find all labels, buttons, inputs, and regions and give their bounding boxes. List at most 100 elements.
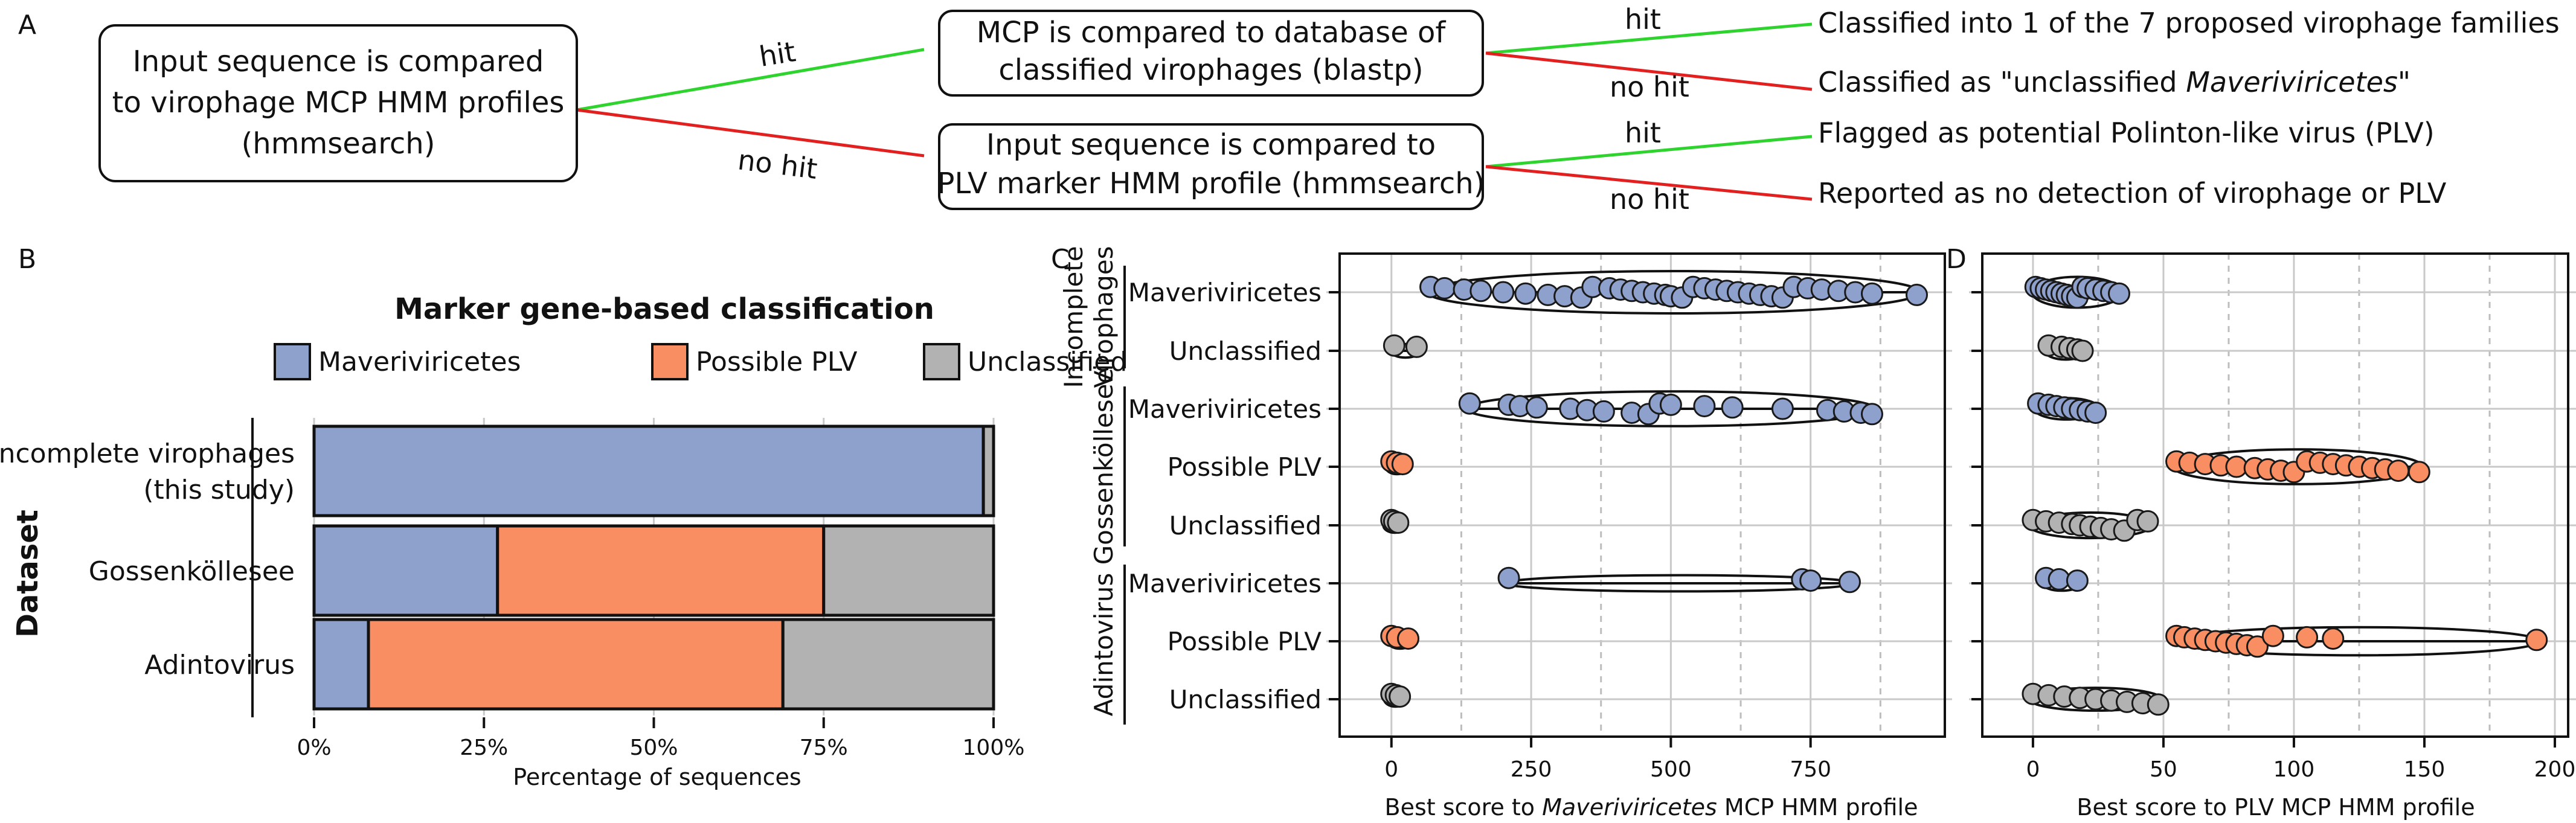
row-maveriviricetes <box>2024 275 2130 309</box>
row-label: Unclassified <box>1169 685 1322 714</box>
tick-label-1: 25% <box>460 735 508 760</box>
row-unclassified <box>2022 508 2159 542</box>
tick-label: 500 <box>1650 757 1692 782</box>
data-point <box>1387 511 1410 534</box>
tick-label-2: 50% <box>629 735 678 760</box>
tick-label: 0 <box>1384 757 1398 782</box>
row-label: Maveriviricetes <box>1128 569 1322 598</box>
data-point <box>1592 400 1615 423</box>
row-maveriviricetes <box>1458 390 1883 428</box>
row-maveriviricetes <box>2027 392 2107 424</box>
panel-d: D 0 50 100 150 200 Best score to PLV MCP HMM… <box>1946 244 2576 821</box>
legend-swatch-1 <box>651 343 689 380</box>
legend-label-2: Unclassified <box>968 347 1127 377</box>
group-label: Gossenköllesee <box>1089 368 1119 565</box>
outcome-unclassified-suffix: " <box>2398 66 2411 98</box>
data-point <box>1860 282 1883 305</box>
row-unclassified <box>1380 682 1412 708</box>
row-unclassified <box>1383 334 1428 359</box>
chart-d-x-label: Best score to PLV MCP HMM profile <box>2077 794 2475 821</box>
tick-label-3: 75% <box>800 735 848 760</box>
row-unclassified <box>2037 334 2094 362</box>
hit-label-2: hit <box>1625 3 1661 36</box>
data-point <box>1659 393 1682 416</box>
data-point <box>2147 693 2170 716</box>
group-label: Incomplete <box>1059 246 1088 388</box>
plv-box-line-1: Input sequence is compared to <box>986 128 1436 162</box>
panel-a: A Input sequence is compared to virophag… <box>18 3 2560 216</box>
tick-label: 200 <box>2534 757 2576 782</box>
data-point <box>1514 282 1537 305</box>
chart-b-y-label: Dataset <box>11 510 45 638</box>
row-possible-plv <box>1380 450 1414 476</box>
start-box-line-1: Input sequence is compared <box>133 45 544 78</box>
data-point <box>2136 510 2159 533</box>
outcome-unclassified-italic: Maveriviricetes <box>2186 66 2398 98</box>
mcp-box-line-2: classified virophages (blastp) <box>998 53 1423 87</box>
bar-segment <box>312 524 499 617</box>
row-label: Maveriviricetes <box>1128 394 1322 424</box>
category-label: Adintovirus <box>144 650 295 680</box>
outcome-plv: Flagged as potential Polinton-like virus… <box>1818 117 2435 149</box>
tick-label: 750 <box>1790 757 1831 782</box>
bar-segment <box>781 618 995 711</box>
data-point <box>1433 277 1456 299</box>
data-point <box>2071 339 2094 362</box>
chart-c-x-label-prefix: Best score to <box>1385 794 1543 821</box>
row-label: Possible PLV <box>1168 452 1322 482</box>
chart-d-x-ticks: 0 50 100 150 200 <box>1971 291 2576 782</box>
chart-b-category-labels: Incomplete virophages (this study) Gossenk… <box>0 438 295 680</box>
group-label: Virophages <box>1089 246 1119 388</box>
row-possible-plv <box>2165 624 2548 658</box>
row-unclassified <box>1380 508 1410 534</box>
panel-c: C MaveriviricetesUnclassifiedMaveriviric… <box>1051 244 1952 821</box>
chart-c-rows <box>1380 270 1928 708</box>
nohit-line-2 <box>1485 51 1813 91</box>
tick-label-0: 0% <box>297 735 331 760</box>
data-point <box>1389 685 1412 708</box>
row-maveriviricetes <box>2035 566 2089 592</box>
start-box-line-3: (hmmsearch) <box>242 127 435 161</box>
group-label: Adintovirus <box>1089 573 1119 716</box>
row-label: Maveriviricetes <box>1128 278 1322 307</box>
plv-box <box>938 123 1484 210</box>
chart-d-frame <box>1981 252 2569 738</box>
bar-segment <box>312 424 985 517</box>
data-point <box>2387 460 2410 482</box>
data-point <box>1492 281 1515 304</box>
category-label: Incomplete virophages <box>0 438 295 469</box>
chart-b-legend: Maveriviricetes Possible PLV Unclassified <box>274 343 1127 380</box>
category-label: (this study) <box>143 475 295 505</box>
row-label: Unclassified <box>1169 511 1322 540</box>
data-point <box>2084 402 2107 424</box>
data-point <box>2525 629 2548 652</box>
hit-label-3: hit <box>1625 117 1661 149</box>
chart-c-x-label-italic: Maveriviricetes <box>1542 794 1717 821</box>
chart-b-bars <box>312 424 995 711</box>
bar-segment <box>367 618 785 711</box>
tick-label: 250 <box>1511 757 1552 782</box>
plv-box-line-2: PLV marker HMM profile (hmmsearch) <box>937 167 1485 200</box>
data-point <box>1721 396 1744 419</box>
nohit-label-3: no hit <box>1610 183 1689 216</box>
tick-label-4: 100% <box>963 735 1025 760</box>
data-point <box>1905 283 1928 306</box>
row-possible-plv <box>2165 448 2430 485</box>
bar-segment <box>312 618 370 711</box>
panel-b: B Marker gene-based classification Maver… <box>0 244 1127 790</box>
tick-label: 150 <box>2404 757 2446 782</box>
nohit-label-2: no hit <box>1610 71 1689 103</box>
mcp-box-line-1: MCP is compared to database of <box>977 16 1447 50</box>
data-point <box>1458 392 1481 415</box>
data-point <box>2322 627 2345 650</box>
chart-c-frame <box>1338 252 1946 738</box>
row-maveriviricetes <box>1497 566 1861 594</box>
panel-label-b: B <box>18 244 36 275</box>
tick-label: 100 <box>2273 757 2315 782</box>
chart-c-x-ticks: 0 250 500 750 <box>1384 737 1831 782</box>
hit-label-1: hit <box>757 35 798 73</box>
nohit-line-1 <box>576 108 925 158</box>
data-point <box>1397 627 1420 650</box>
hit-line-2 <box>1485 22 1813 55</box>
